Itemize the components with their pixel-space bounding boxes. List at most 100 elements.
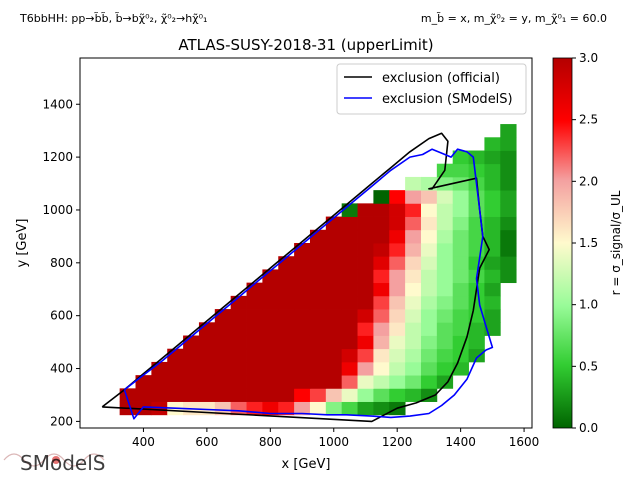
heatmap-cell [278, 361, 295, 376]
heatmap-cell [436, 203, 454, 217]
x-axis-ticks: 400 600 800 1000 1200 1400 1600 [132, 428, 539, 449]
logo-wave-icon [3, 453, 105, 467]
heatmap-cell [373, 401, 390, 416]
heatmap-cell [500, 150, 517, 165]
heatmap-cell [309, 256, 327, 270]
heatmap-cell [278, 335, 295, 350]
heatmap-cell [230, 388, 247, 402]
heatmap-cell [436, 282, 454, 297]
heatmap-cell [357, 203, 374, 217]
heatmap-cell [484, 269, 501, 284]
heatmap-cell [262, 295, 279, 310]
x-tick-label: 600 [195, 435, 218, 449]
heatmap-cell [262, 361, 279, 376]
x-tick-label: 1400 [445, 435, 476, 449]
heatmap-cell [262, 282, 279, 297]
heatmap-cell [373, 243, 390, 257]
heatmap-cell [420, 229, 438, 244]
heatmap-cell [230, 348, 247, 363]
heatmap-cell [436, 256, 454, 270]
heatmap-cell [294, 309, 311, 323]
heatmap-cell [405, 361, 422, 376]
heatmap-cell [294, 256, 311, 270]
heatmap-cell [278, 282, 295, 297]
heatmap-cell [420, 243, 438, 257]
legend-box [336, 63, 527, 115]
heatmap-cell [436, 176, 454, 191]
heatmap-cell [436, 335, 454, 350]
exclusion-lines [101, 132, 494, 423]
heatmap-cell [214, 401, 232, 416]
heatmap-cell [357, 269, 374, 284]
heatmap-cell [420, 295, 438, 310]
heatmap-cell [278, 348, 295, 363]
heatmap-cell [357, 216, 374, 231]
colorbar [552, 57, 573, 429]
heatmap-cell [183, 375, 200, 389]
heatmap-cell [246, 295, 263, 310]
heatmap-cell [436, 190, 454, 204]
smodels-logo: SModelS [3, 451, 105, 475]
heatmap-cell [214, 322, 232, 336]
heatmap-cell [325, 256, 343, 270]
heatmap-cell [341, 322, 358, 336]
heatmap-cell [405, 348, 422, 363]
heatmap-cell [325, 282, 343, 297]
heatmap-cell [325, 243, 343, 257]
heatmap-cell [309, 348, 327, 363]
heatmap-cell [230, 335, 247, 350]
heatmap-cell [230, 401, 247, 416]
heatmap-cell [500, 256, 517, 270]
heatmap-cell [420, 216, 438, 231]
heatmap-cell [420, 335, 438, 350]
heatmap-cell [436, 269, 454, 284]
heatmap-cell [325, 229, 343, 244]
heatmap-cell [405, 269, 422, 284]
x-tick-label: 1600 [509, 435, 540, 449]
heatmap-cell [246, 322, 263, 336]
colorbar-tick-label: 2.5 [579, 113, 598, 127]
heatmap-cell [436, 216, 454, 231]
heatmap-cell [484, 282, 501, 297]
heatmap-cell [278, 309, 295, 323]
heatmap-cell [373, 322, 390, 336]
heatmap-cell [341, 269, 358, 284]
heatmap-cell [309, 401, 327, 416]
heatmap-cell [309, 309, 327, 323]
heatmap-cell [420, 348, 438, 363]
heatmap-cell [262, 335, 279, 350]
heatmap-cell [262, 375, 279, 389]
heatmap-cell [183, 348, 200, 363]
heatmap-cell [246, 388, 263, 402]
legend: exclusion (official) exclusion (SModelS) [336, 63, 527, 115]
heatmap-cell [468, 150, 485, 165]
colorbar-tick-label: 3.0 [579, 51, 598, 65]
heatmap-cell [420, 361, 438, 376]
y-tick-label: 200 [50, 414, 73, 428]
heatmap-cell [309, 229, 327, 244]
heatmap-cell [405, 375, 422, 389]
heatmap-cell [373, 375, 390, 389]
heatmap-cell [309, 295, 327, 310]
heatmap-cell [214, 388, 232, 402]
heatmap-cell [151, 388, 168, 402]
heatmap-cell [214, 309, 232, 323]
heatmap-cell [357, 335, 374, 350]
heatmap-cell [135, 375, 152, 389]
heatmap-cell [294, 335, 311, 350]
heatmap-cell [373, 269, 390, 284]
heatmap-cell [341, 401, 358, 416]
y-tick-label: 400 [50, 362, 73, 376]
y-axis-label: y [GeV] [15, 219, 30, 268]
heatmap-cell [405, 176, 422, 191]
heatmap-cell [294, 322, 311, 336]
heatmap-cell [500, 243, 517, 257]
heatmap-cell [341, 361, 358, 376]
heatmap-cell [294, 375, 311, 389]
heatmap-cell [246, 375, 263, 389]
heatmap-cell [294, 348, 311, 363]
heatmap-cell [373, 309, 390, 323]
heatmap-cell [484, 163, 501, 178]
heatmap-cell [341, 375, 358, 389]
